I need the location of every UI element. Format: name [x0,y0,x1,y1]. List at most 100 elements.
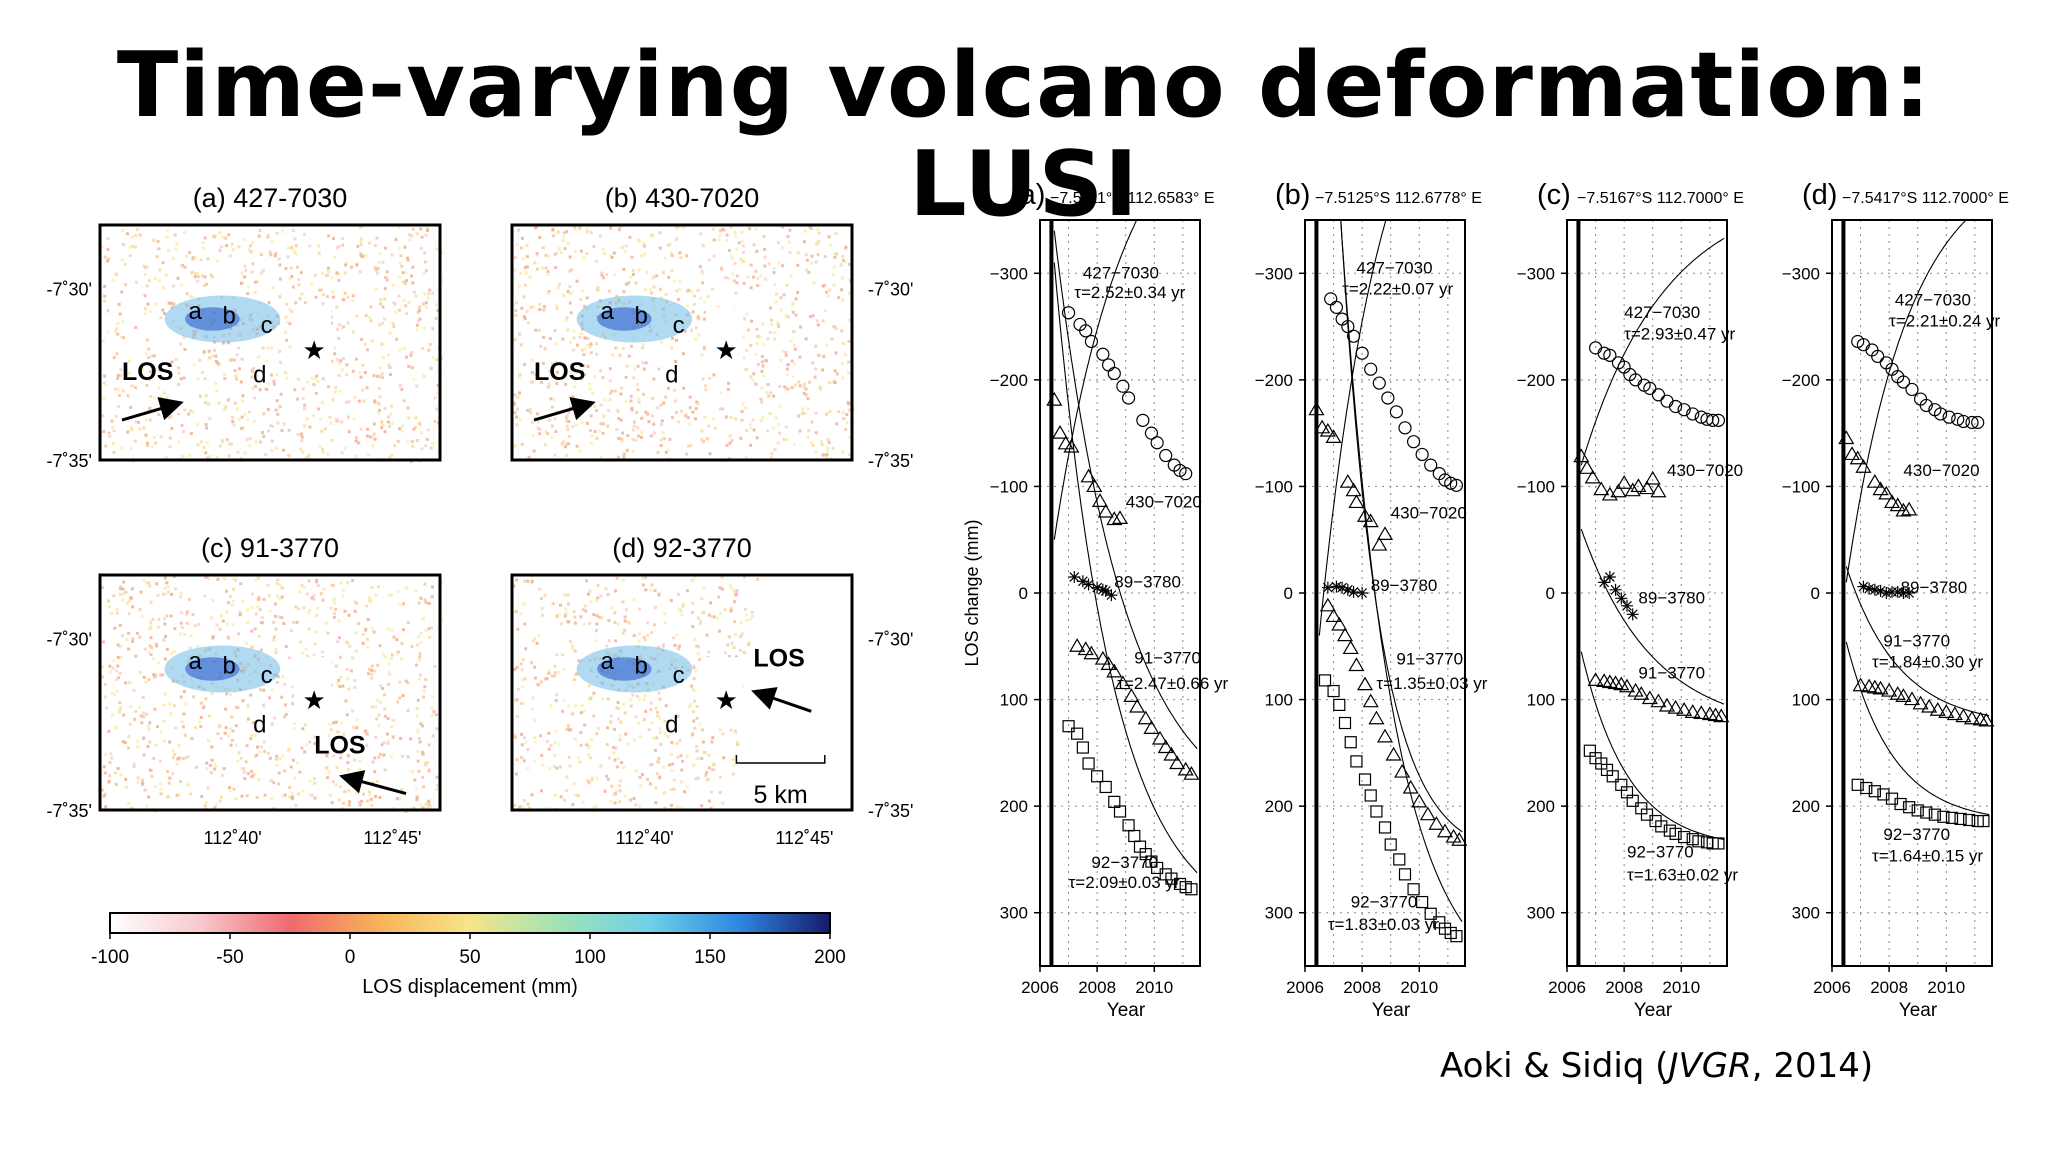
data-point [1062,720,1075,733]
data-point [1398,868,1412,881]
map-point-label: b [223,653,236,680]
data-point [1341,583,1354,596]
colorbar-tick-label: -50 [216,947,243,968]
series-annotation: 91−3770 [1883,631,1950,650]
data-series [1046,391,1129,526]
y-tick-label: −300 [1782,264,1820,283]
data-point [1144,426,1159,440]
data-point [1084,334,1099,349]
map-panel: (d) 92-3770 a b cd ★ LOS 5 km -7˚30' -7˚35' 112˚4… [510,533,913,848]
lat-tick-label: -7˚30' [868,279,913,299]
data-point [1157,739,1174,754]
y-tick-label: −100 [1255,477,1293,496]
colorbar-tick-label: 150 [694,947,726,968]
data-point [1903,801,1916,814]
data-point [1364,362,1378,376]
y-tick-label: −200 [1782,371,1820,390]
series-annotation: 430−7020 [1903,461,1979,480]
x-tick-label: 2006 [1021,978,1059,997]
data-point [1597,346,1611,360]
data-point [1393,853,1406,866]
x-tick-label: 2006 [1548,978,1586,997]
data-point [1978,712,1995,727]
data-series [1838,430,1918,517]
data-point [1083,645,1100,660]
data-point [1684,704,1701,718]
lat-tick-label: -7˚35' [47,801,92,821]
data-point [1872,680,1889,695]
data-series [1845,641,1990,828]
series-annotation: 92−3770 [1883,825,1950,844]
data-point [1355,346,1369,360]
data-point [1094,650,1111,665]
data-series [1845,220,1985,583]
data-point [1676,702,1693,716]
data-point [1894,797,1907,811]
data-point [1609,583,1622,596]
map-point-label: d [665,711,678,738]
data-point [1319,422,1336,437]
data-point [1389,405,1404,419]
data-point [1881,682,1898,697]
data-point [1895,502,1912,517]
data-point [1329,300,1344,314]
data-point [1364,789,1377,802]
deformation-core [185,307,240,331]
data-point [1406,435,1421,449]
chart-panel-letter: (c) [1537,179,1571,211]
data-point [1394,763,1411,778]
y-axis-label: LOS change (mm) [962,519,982,666]
series-annotation: τ=1.35±0.03 yr [1376,674,1487,693]
y-tick-label: 0 [1284,584,1293,603]
fit-curve [1053,230,1198,749]
data-point [1692,835,1705,848]
data-series [1580,528,1730,723]
lat-tick-label: -7˚35' [868,451,913,471]
data-point [1937,810,1950,823]
series-annotation: 430−7020 [1126,493,1202,512]
data-point [1319,597,1336,612]
data-point [1872,481,1889,496]
data-point [1849,450,1866,465]
data-point [1097,503,1114,518]
data-point [1573,448,1590,463]
data-point [1658,697,1676,712]
fit-curve [1318,220,1387,636]
map-point-label: d [253,361,266,388]
data-point [1362,693,1379,708]
data-point [1871,349,1885,364]
x-axis-label: Year [1107,1000,1146,1021]
data-point [1051,424,1069,439]
data-point [1660,394,1674,408]
colorbar-tick-label: 100 [574,947,606,968]
citation-year: , 2014) [1751,1046,1874,1086]
data-point [1933,407,1948,421]
data-point [1121,391,1136,405]
data-point [1071,727,1084,740]
data-point [1082,757,1095,770]
map-point-label: a [189,298,203,325]
data-point [1183,765,1200,780]
decorrelated-area [293,657,332,724]
data-point [1356,587,1369,599]
data-point [1868,785,1881,798]
y-tick-label: −300 [1517,264,1555,283]
map-panel: (a) 427-7030 a b cd ★ LOS -7˚30' -7˚35' [47,183,443,471]
data-point [1179,467,1193,481]
data-point [1641,690,1658,705]
lat-tick-label: -7˚30' [47,279,92,299]
data-point [1669,827,1682,840]
map-texture [512,225,855,463]
map-panel-title: (c) 91-3770 [201,533,339,563]
data-point [1686,407,1700,421]
data-point [1338,716,1352,730]
chart-location: −7.5125°S 112.6778° E [1315,190,1482,207]
time-series-chart: (c) −7.5167°S 112.7000° E −300 −200 −100 0 100… [1517,179,1744,1021]
data-series [1857,580,1916,599]
data-series [1318,220,1463,943]
star-icon: ★ [715,685,738,715]
star-icon: ★ [715,335,738,365]
y-tick-label: 300 [1265,904,1293,923]
data-point [1638,480,1656,495]
y-tick-label: −100 [1517,477,1555,496]
